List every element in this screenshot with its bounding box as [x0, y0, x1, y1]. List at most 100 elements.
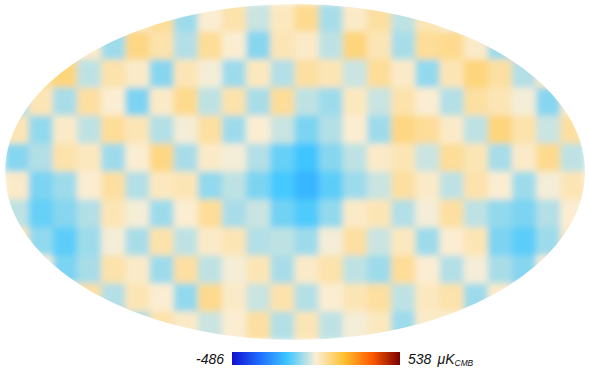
cell: [29, 32, 54, 61]
cell: [5, 144, 30, 173]
cell: [464, 32, 489, 61]
cell: [101, 284, 126, 313]
cell: [488, 88, 513, 117]
cell: [440, 172, 465, 201]
cell: [343, 116, 368, 145]
cell: [488, 60, 513, 89]
cell: [440, 228, 465, 257]
cell: [560, 172, 585, 201]
cell: [29, 88, 54, 117]
cell: [391, 200, 416, 229]
cell: [125, 32, 150, 61]
cell: [246, 228, 271, 257]
cell: [391, 60, 416, 89]
cell: [391, 256, 416, 285]
cell: [367, 228, 392, 257]
cell: [77, 228, 102, 257]
cell: [343, 256, 368, 285]
cell: [150, 172, 175, 201]
cell: [77, 4, 102, 33]
cell: [29, 312, 54, 341]
cells: [5, 4, 586, 341]
cell: [29, 172, 54, 201]
cell: [560, 284, 585, 313]
cell: [343, 32, 368, 61]
cell: [536, 88, 561, 117]
cell: [125, 284, 150, 313]
cell: [488, 172, 513, 201]
cell: [101, 60, 126, 89]
cell: [5, 312, 30, 341]
cell: [270, 172, 295, 201]
cell: [440, 312, 465, 341]
cell: [440, 284, 465, 313]
cell: [246, 88, 271, 117]
cell: [295, 144, 320, 173]
cell: [77, 144, 102, 173]
cell: [125, 228, 150, 257]
cell: [222, 172, 247, 201]
cell: [150, 256, 175, 285]
cell: [319, 284, 344, 313]
cell: [246, 144, 271, 173]
cell: [270, 200, 295, 229]
cell: [101, 4, 126, 33]
cell: [222, 200, 247, 229]
cell: [343, 88, 368, 117]
cell: [77, 32, 102, 61]
cell: [560, 312, 585, 341]
cell: [295, 4, 320, 33]
cell: [101, 228, 126, 257]
cell: [415, 60, 440, 89]
cell: [246, 4, 271, 33]
cell: [464, 116, 489, 145]
cell: [295, 32, 320, 61]
cell: [343, 312, 368, 341]
cell: [246, 200, 271, 229]
cell: [174, 144, 199, 173]
cell: [174, 172, 199, 201]
cell: [77, 256, 102, 285]
cell: [536, 116, 561, 145]
cell: [512, 32, 537, 61]
cell: [101, 116, 126, 145]
cell: [536, 200, 561, 229]
cell: [246, 116, 271, 145]
cell: [174, 256, 199, 285]
cell: [222, 4, 247, 33]
cell: [198, 312, 223, 341]
cell: [536, 4, 561, 33]
cell: [319, 88, 344, 117]
cell: [464, 144, 489, 173]
cell: [150, 88, 175, 117]
colorbar-unit-subscript: CMB: [455, 358, 474, 368]
cell: [222, 256, 247, 285]
cell: [246, 172, 271, 201]
cell: [488, 312, 513, 341]
cell: [77, 116, 102, 145]
cell: [101, 256, 126, 285]
cell: [150, 116, 175, 145]
cell: [246, 312, 271, 341]
cell: [101, 32, 126, 61]
cell: [464, 312, 489, 341]
cell: [536, 228, 561, 257]
cell: [512, 312, 537, 341]
cell: [415, 284, 440, 313]
cell: [391, 228, 416, 257]
cell: [198, 200, 223, 229]
cell: [198, 284, 223, 313]
cell: [440, 4, 465, 33]
cell: [391, 88, 416, 117]
cell: [440, 144, 465, 173]
cell: [343, 200, 368, 229]
cell: [367, 256, 392, 285]
cell: [440, 256, 465, 285]
cell: [53, 88, 78, 117]
cell: [198, 4, 223, 33]
cell: [5, 256, 30, 285]
cell: [53, 172, 78, 201]
cell: [560, 256, 585, 285]
cell: [343, 284, 368, 313]
cell: [174, 60, 199, 89]
